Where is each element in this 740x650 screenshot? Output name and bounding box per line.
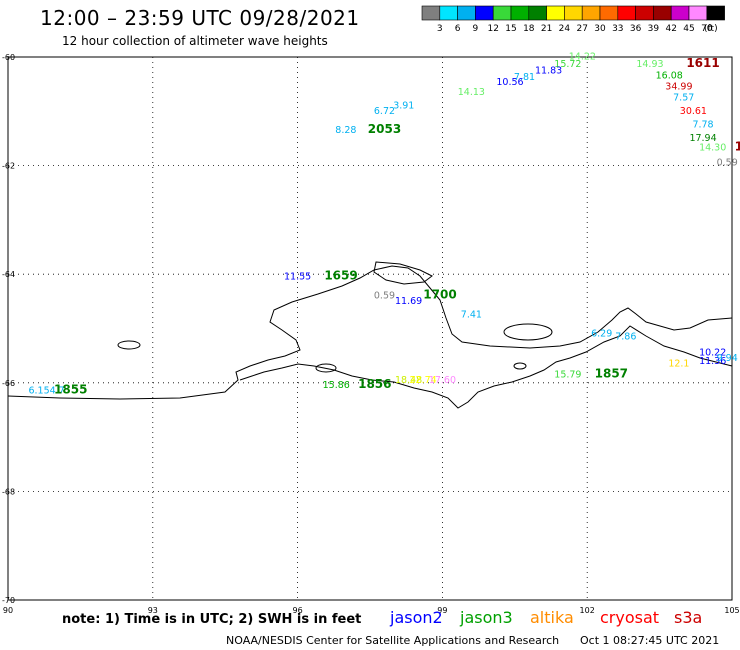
wave-height-label: 17.60	[429, 375, 456, 386]
colorbar-unit-label: (ft)	[704, 24, 718, 34]
wave-height-label: 14.13	[458, 87, 485, 98]
wave-height-label: 0.59	[717, 158, 738, 169]
pass-time-label: 1856	[358, 377, 391, 391]
island-outline	[373, 261, 433, 285]
wave-height-label: 10.56	[496, 77, 523, 88]
lon-tick-label: 105	[724, 606, 739, 615]
colorbar-tick-label: 30	[594, 24, 606, 34]
colorbar-tick-label: 39	[648, 24, 660, 34]
wave-height-label: 15.72	[554, 59, 581, 70]
legend-jason2: jason2	[390, 608, 443, 627]
wave-height-label: 15.79	[554, 369, 581, 380]
colorbar-tick-label: 21	[541, 24, 552, 34]
pass-time-label: 1611	[686, 56, 719, 70]
generation-timestamp: Oct 1 08:27:45 UTC 2021	[580, 634, 720, 647]
wave-height-colorbar: 3 6 9 12 15 18 21 24 27 30 33 36 39 42 45 70(ft)	[421, 5, 725, 34]
legend-s3a: s3a	[674, 608, 703, 627]
legend-cryosat: cryosat	[600, 608, 660, 627]
lat-tick-label: -62	[2, 162, 15, 171]
legend-altika: altika	[530, 608, 574, 627]
colorbar-tick-label: 24	[559, 24, 571, 34]
wave-height-label: 18.48	[395, 375, 422, 386]
wave-height-label: 7.78	[692, 120, 713, 131]
pass-time-label: 1855	[54, 383, 87, 397]
wave-height-label: 6.29	[591, 329, 612, 340]
wave-height-label: 34.99	[665, 82, 692, 93]
credit-line: NOAA/NESDIS Center for Satellite Applica…	[226, 634, 560, 647]
wave-height-label: 11.36	[699, 356, 726, 367]
pass-time-label: 2053	[368, 122, 401, 136]
colorbar-swatch	[706, 5, 725, 21]
pass-time-label: 1610	[735, 139, 740, 153]
colorbar-tick-label: 15	[505, 24, 516, 34]
lat-tick-label: -64	[2, 270, 15, 279]
colorbar-tick-label: 6	[455, 24, 461, 34]
lon-tick-label: 96	[293, 606, 303, 615]
island-outline	[315, 363, 337, 373]
island-outline	[513, 362, 527, 370]
plot-frame	[7, 56, 733, 601]
lon-tick-label: 99	[437, 606, 447, 615]
page-subtitle: 12 hour collection of altimeter wave hei…	[62, 34, 328, 48]
colorbar-tick-label: 3	[437, 24, 443, 34]
wave-height-label: 6.154.7	[28, 386, 64, 397]
wave-height-label: 6.72	[374, 106, 395, 117]
wave-height-label: 9.94	[717, 353, 738, 364]
wave-height-label: 8.28	[335, 125, 356, 136]
colorbar-tick-label: 18	[523, 24, 535, 34]
legend-jason3: jason3	[460, 608, 513, 627]
lat-tick-label: -68	[2, 487, 15, 496]
wave-height-label: 14.30	[699, 142, 726, 153]
wave-height-label: 14.22	[569, 52, 596, 63]
wave-height-label: 30.61	[680, 106, 707, 117]
colorbar-tick-label: 45	[683, 24, 694, 34]
colorbar-tick-label: 27	[576, 24, 587, 34]
wave-height-label: 11.83	[535, 65, 562, 76]
wave-height-label: 11.55	[284, 272, 311, 283]
island-outline	[503, 323, 553, 341]
wave-height-label: 17.94	[689, 133, 716, 144]
colorbar-tick-label: 12	[487, 24, 498, 34]
pass-time-label: 1700	[423, 288, 456, 302]
lat-tick-label: -70	[2, 596, 15, 605]
colorbar-tick-label: 33	[612, 24, 623, 34]
wave-height-label: 14.93	[636, 59, 663, 70]
wave-height-label: 7.86	[615, 331, 636, 342]
page-title: 12:00 – 23:59 UTC 09/28/2021	[40, 6, 360, 30]
wave-height-label: 0.59	[374, 291, 395, 302]
wave-height-label: 7.57	[673, 92, 694, 103]
wave-height-label: 22.74	[409, 375, 436, 386]
coastline	[7, 265, 733, 409]
island-outline	[117, 340, 141, 350]
lon-tick-label: 102	[580, 606, 595, 615]
lat-tick-label: -60	[2, 53, 15, 62]
lon-tick-label: 93	[148, 606, 158, 615]
lon-tick-label: 90	[3, 606, 13, 615]
lat-tick-label: -66	[2, 379, 15, 388]
colorbar-tick-label: 42	[665, 24, 676, 34]
wave-height-label: 3.91	[393, 101, 414, 112]
wave-height-label: 7.41	[461, 310, 482, 321]
wave-height-label: 10.22	[699, 348, 726, 359]
footer-note: note: 1) Time is in UTC; 2) SWH is in fe…	[62, 612, 362, 627]
colorbar-tick-label: 36	[630, 24, 642, 34]
wave-height-label: 12.1	[668, 359, 689, 370]
wave-height-label: 16.08	[656, 71, 683, 82]
wave-height-label: 11.69	[395, 296, 422, 307]
wave-height-label: 7.81	[514, 72, 535, 83]
colorbar-tick-label: 9	[473, 24, 479, 34]
colorbar-tick-label: 70	[701, 24, 713, 34]
pass-time-label: 1659	[324, 269, 357, 283]
wave-height-label: 15.86	[323, 380, 350, 391]
pass-time-label: 1857	[595, 366, 628, 380]
